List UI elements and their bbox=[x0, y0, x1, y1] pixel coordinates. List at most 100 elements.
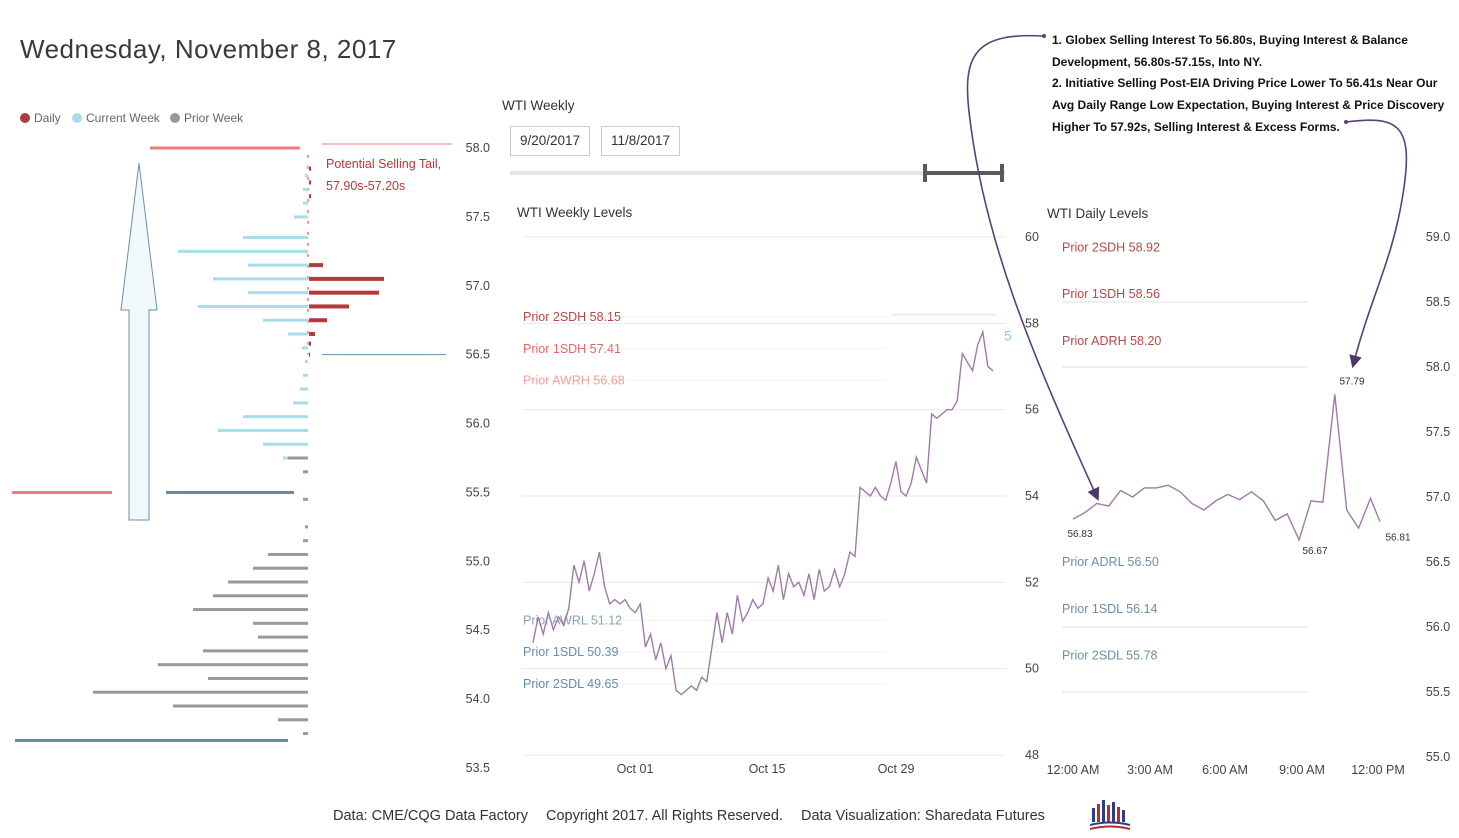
daily-point-label: 56.81 bbox=[1385, 533, 1410, 544]
current-week-volume-bar bbox=[294, 215, 308, 219]
daily-x-tick: 12:00 AM bbox=[1047, 763, 1100, 777]
profile-tick-label: 53.5 bbox=[466, 761, 490, 775]
profile-tick-label: 56.5 bbox=[466, 348, 490, 362]
sharedata-logo-icon bbox=[1090, 800, 1131, 830]
daily-volume-bar bbox=[309, 194, 311, 199]
current-week-volume-bar bbox=[302, 346, 308, 350]
weekly-y-tick: 54 bbox=[1025, 489, 1039, 503]
profile-tick-label: 57.5 bbox=[466, 210, 490, 224]
weekly-level-label: Prior 2SDH 58.15 bbox=[523, 310, 621, 324]
current-week-volume-bar bbox=[248, 291, 308, 295]
legend-current-week-label: Current Week bbox=[86, 111, 160, 125]
daily-level-label: Prior 2SDH 58.92 bbox=[1062, 240, 1160, 254]
current-week-volume-bar bbox=[198, 304, 308, 308]
current-week-volume-bar bbox=[305, 174, 308, 178]
prior-week-volume-bar bbox=[228, 580, 308, 584]
prior-week-volume-bar bbox=[203, 649, 308, 653]
weekly-level-label: Prior 1SDH 57.41 bbox=[523, 342, 621, 356]
daily-volume-bar bbox=[309, 290, 379, 295]
prior-week-volume-bar bbox=[268, 552, 308, 556]
current-week-volume-bar bbox=[288, 332, 308, 336]
footer-copyright: Copyright 2017. All Rights Reserved. bbox=[546, 808, 783, 824]
start-date-input[interactable]: 9/20/2017 bbox=[510, 126, 591, 156]
prior-week-volume-bar bbox=[173, 704, 308, 708]
current-week-volume-bar bbox=[263, 318, 308, 322]
weekly-last-marker: 5 bbox=[1004, 328, 1012, 344]
legend-prior-week[interactable]: Prior Week bbox=[170, 111, 243, 125]
legend-current-week[interactable]: Current Week bbox=[72, 111, 160, 125]
prior-week-volume-bar bbox=[303, 470, 308, 474]
prior-week-volume-bar bbox=[208, 676, 308, 680]
weekly-x-tick: Oct 15 bbox=[749, 762, 786, 776]
daily-level-label: Prior 1SDH 58.56 bbox=[1062, 287, 1160, 301]
daily-y-tick: 55.0 bbox=[1426, 750, 1450, 764]
legend-daily-label: Daily bbox=[34, 111, 61, 125]
weekly-level-label: Prior 1SDL 50.39 bbox=[523, 645, 618, 659]
weekly-y-tick: 48 bbox=[1025, 748, 1039, 762]
profile-tick-label: 55.0 bbox=[466, 554, 490, 568]
current-week-volume-bar bbox=[178, 249, 308, 253]
daily-volume-bar bbox=[309, 352, 310, 357]
prior-week-volume-bar bbox=[258, 635, 308, 639]
weekly-y-tick: 58 bbox=[1025, 316, 1039, 330]
daily-volume-bar bbox=[309, 180, 311, 185]
daily-dot-icon bbox=[20, 113, 30, 123]
daily-level-label: Prior ADRH 58.20 bbox=[1062, 334, 1161, 348]
end-date-input[interactable]: 11/8/2017 bbox=[601, 126, 681, 156]
prior-week-volume-bar bbox=[253, 566, 308, 570]
current-week-volume-bar bbox=[300, 387, 308, 391]
daily-level-label: Prior ADRL 56.50 bbox=[1062, 555, 1159, 569]
profile-tick-label: 55.5 bbox=[466, 485, 490, 499]
daily-y-tick: 56.0 bbox=[1426, 620, 1450, 634]
prior-week-dot-icon bbox=[170, 113, 180, 123]
current-week-volume-bar bbox=[263, 442, 308, 446]
note-1-anchor bbox=[1042, 34, 1046, 38]
daily-volume-bar bbox=[309, 318, 327, 323]
weekly-x-tick: Oct 01 bbox=[617, 762, 654, 776]
daily-x-tick: 6:00 AM bbox=[1202, 763, 1248, 777]
daily-x-tick: 9:00 AM bbox=[1279, 763, 1325, 777]
daily-point-label: 56.67 bbox=[1302, 546, 1327, 557]
daily-y-tick: 57.5 bbox=[1426, 425, 1450, 439]
prior-week-volume-bar bbox=[305, 525, 308, 529]
current-week-volume-bar bbox=[243, 415, 308, 419]
prior-week-volume-bar bbox=[193, 608, 308, 612]
footer: Data: CME/CQG Data Factory Copyright 201… bbox=[333, 808, 1045, 824]
current-week-volume-bar bbox=[305, 360, 308, 364]
current-week-volume-bar bbox=[218, 428, 308, 432]
daily-line-chart: 59.0 58.5 58.0 57.5 57.0 56.5 56.0 55.5 55.0 Prio… bbox=[1047, 230, 1451, 777]
prior-week-volume-bar bbox=[213, 594, 308, 598]
profile-tick-label: 57.0 bbox=[466, 279, 490, 293]
date-range-slider[interactable] bbox=[505, 160, 1015, 188]
prior-week-volume-bar bbox=[158, 663, 308, 667]
weekly-y-tick: 52 bbox=[1025, 575, 1039, 589]
prior-week-volume-bar bbox=[303, 732, 308, 736]
daily-level-label: Prior 2SDL 55.78 bbox=[1062, 649, 1157, 663]
daily-y-tick: 55.5 bbox=[1426, 685, 1450, 699]
daily-point-label: 56.83 bbox=[1067, 529, 1092, 540]
current-week-volume-bar bbox=[303, 187, 308, 191]
current-week-dot-icon bbox=[72, 113, 82, 123]
footer-data-source: Data: CME/CQG Data Factory bbox=[333, 808, 528, 824]
daily-x-tick: 12:00 PM bbox=[1351, 763, 1405, 777]
daily-volume-bar bbox=[309, 341, 311, 346]
profile-tick-label: 54.0 bbox=[466, 692, 490, 706]
daily-volume-bar bbox=[309, 304, 349, 309]
daily-volume-bar bbox=[309, 276, 384, 281]
selling-tail-annotation: Potential Selling Tail, 57.90s-57.20s bbox=[326, 157, 442, 193]
weekly-y-tick: 56 bbox=[1025, 403, 1039, 417]
daily-y-tick: 59.0 bbox=[1426, 230, 1450, 244]
current-week-volume-bar bbox=[293, 401, 308, 405]
footer-visualization: Data Visualization: Sharedata Futures bbox=[800, 808, 1045, 824]
daily-levels-title: WTI Daily Levels bbox=[1047, 206, 1149, 221]
daily-point-label: 57.79 bbox=[1339, 376, 1364, 387]
profile-tick-label: 56.0 bbox=[466, 417, 490, 431]
weekly-line-chart: 60 58 56 54 52 50 48 Prior 2SDH 58.15 Prior 1SDH… bbox=[523, 230, 1039, 776]
prior-week-volume-bar bbox=[253, 621, 308, 625]
note-1: 1. Globex Selling Interest To 56.80s, Bu… bbox=[1052, 33, 1408, 69]
legend-daily[interactable]: Daily bbox=[20, 111, 61, 125]
prior-week-volume-bar bbox=[93, 690, 308, 694]
current-week-volume-bar bbox=[303, 373, 308, 377]
prior-week-volume-bar bbox=[303, 497, 308, 501]
commentary-notes: 1. Globex Selling Interest To 56.80s, Bu… bbox=[1052, 30, 1452, 139]
